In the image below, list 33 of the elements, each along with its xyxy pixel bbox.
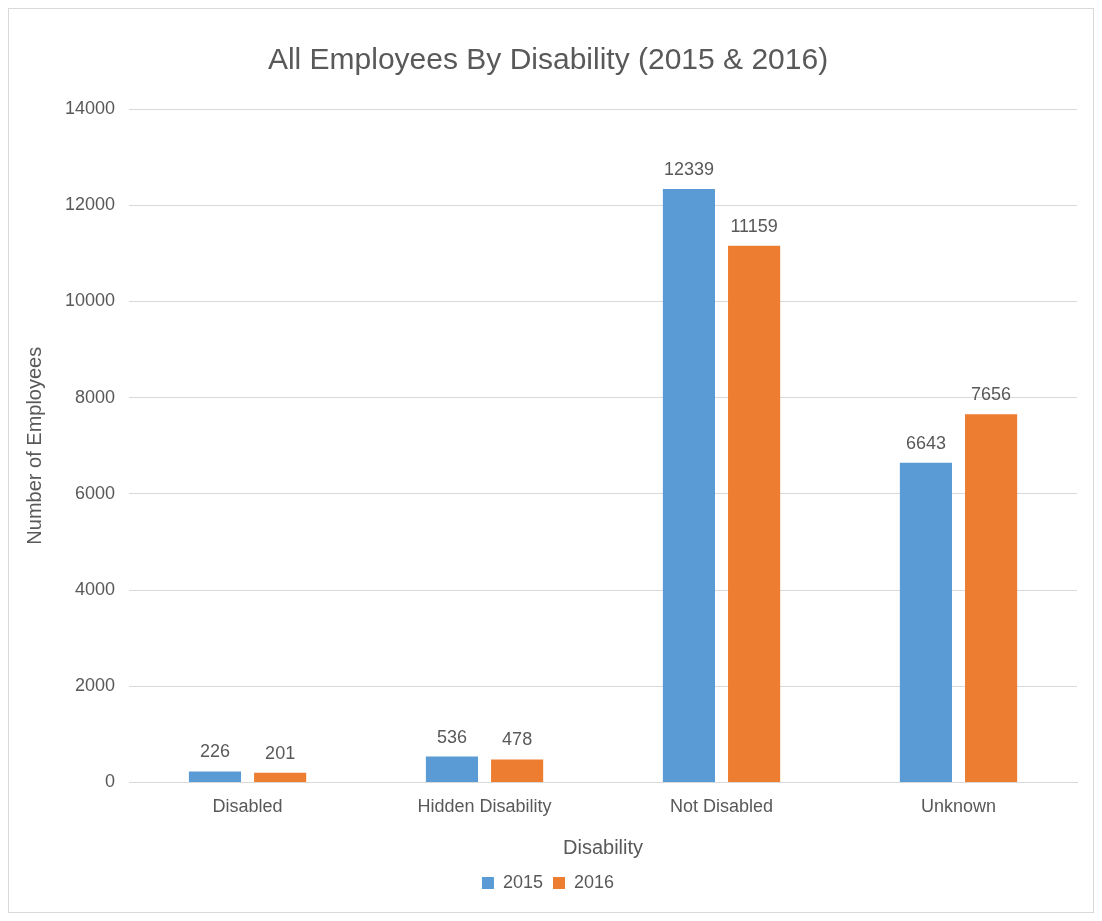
x-tick-label: Unknown bbox=[920, 796, 997, 817]
bar bbox=[188, 771, 242, 782]
data-label: 6643 bbox=[905, 432, 946, 453]
data-label: 478 bbox=[502, 729, 533, 750]
bar bbox=[899, 462, 952, 782]
y-tick-label: 0 bbox=[105, 771, 116, 792]
bar bbox=[662, 188, 715, 782]
y-tick-label: 4000 bbox=[75, 578, 116, 599]
legend-label: 2015 bbox=[502, 871, 543, 892]
data-label: 11159 bbox=[730, 215, 778, 236]
y-tick-label: 2000 bbox=[75, 675, 116, 696]
y-axis-title: Number of Employees bbox=[22, 346, 45, 545]
bar bbox=[728, 245, 781, 782]
x-tick-label: Hidden Disability bbox=[417, 796, 552, 817]
data-label: 201 bbox=[265, 742, 296, 763]
bar bbox=[425, 756, 479, 782]
x-axis-title: Disability bbox=[563, 835, 644, 858]
bar bbox=[491, 759, 544, 782]
legend-label: 2016 bbox=[574, 871, 615, 892]
y-tick-label: 6000 bbox=[75, 482, 116, 503]
y-tick-label: 8000 bbox=[75, 386, 116, 407]
y-tick-label: 10000 bbox=[64, 290, 116, 311]
x-tick-label: Not Disabled bbox=[669, 796, 774, 817]
y-tick-label: 12000 bbox=[64, 194, 116, 215]
bar bbox=[254, 772, 307, 782]
y-tick-label: 14000 bbox=[64, 97, 116, 118]
chart-title: All Employees By Disability (2015 & 2016) bbox=[267, 42, 829, 76]
data-label: 7656 bbox=[971, 384, 1012, 405]
bar bbox=[965, 414, 1018, 782]
data-label: 536 bbox=[436, 726, 467, 747]
x-tick-label: Disabled bbox=[212, 796, 283, 817]
data-label: 226 bbox=[199, 741, 230, 762]
data-label: 12339 bbox=[663, 158, 714, 179]
